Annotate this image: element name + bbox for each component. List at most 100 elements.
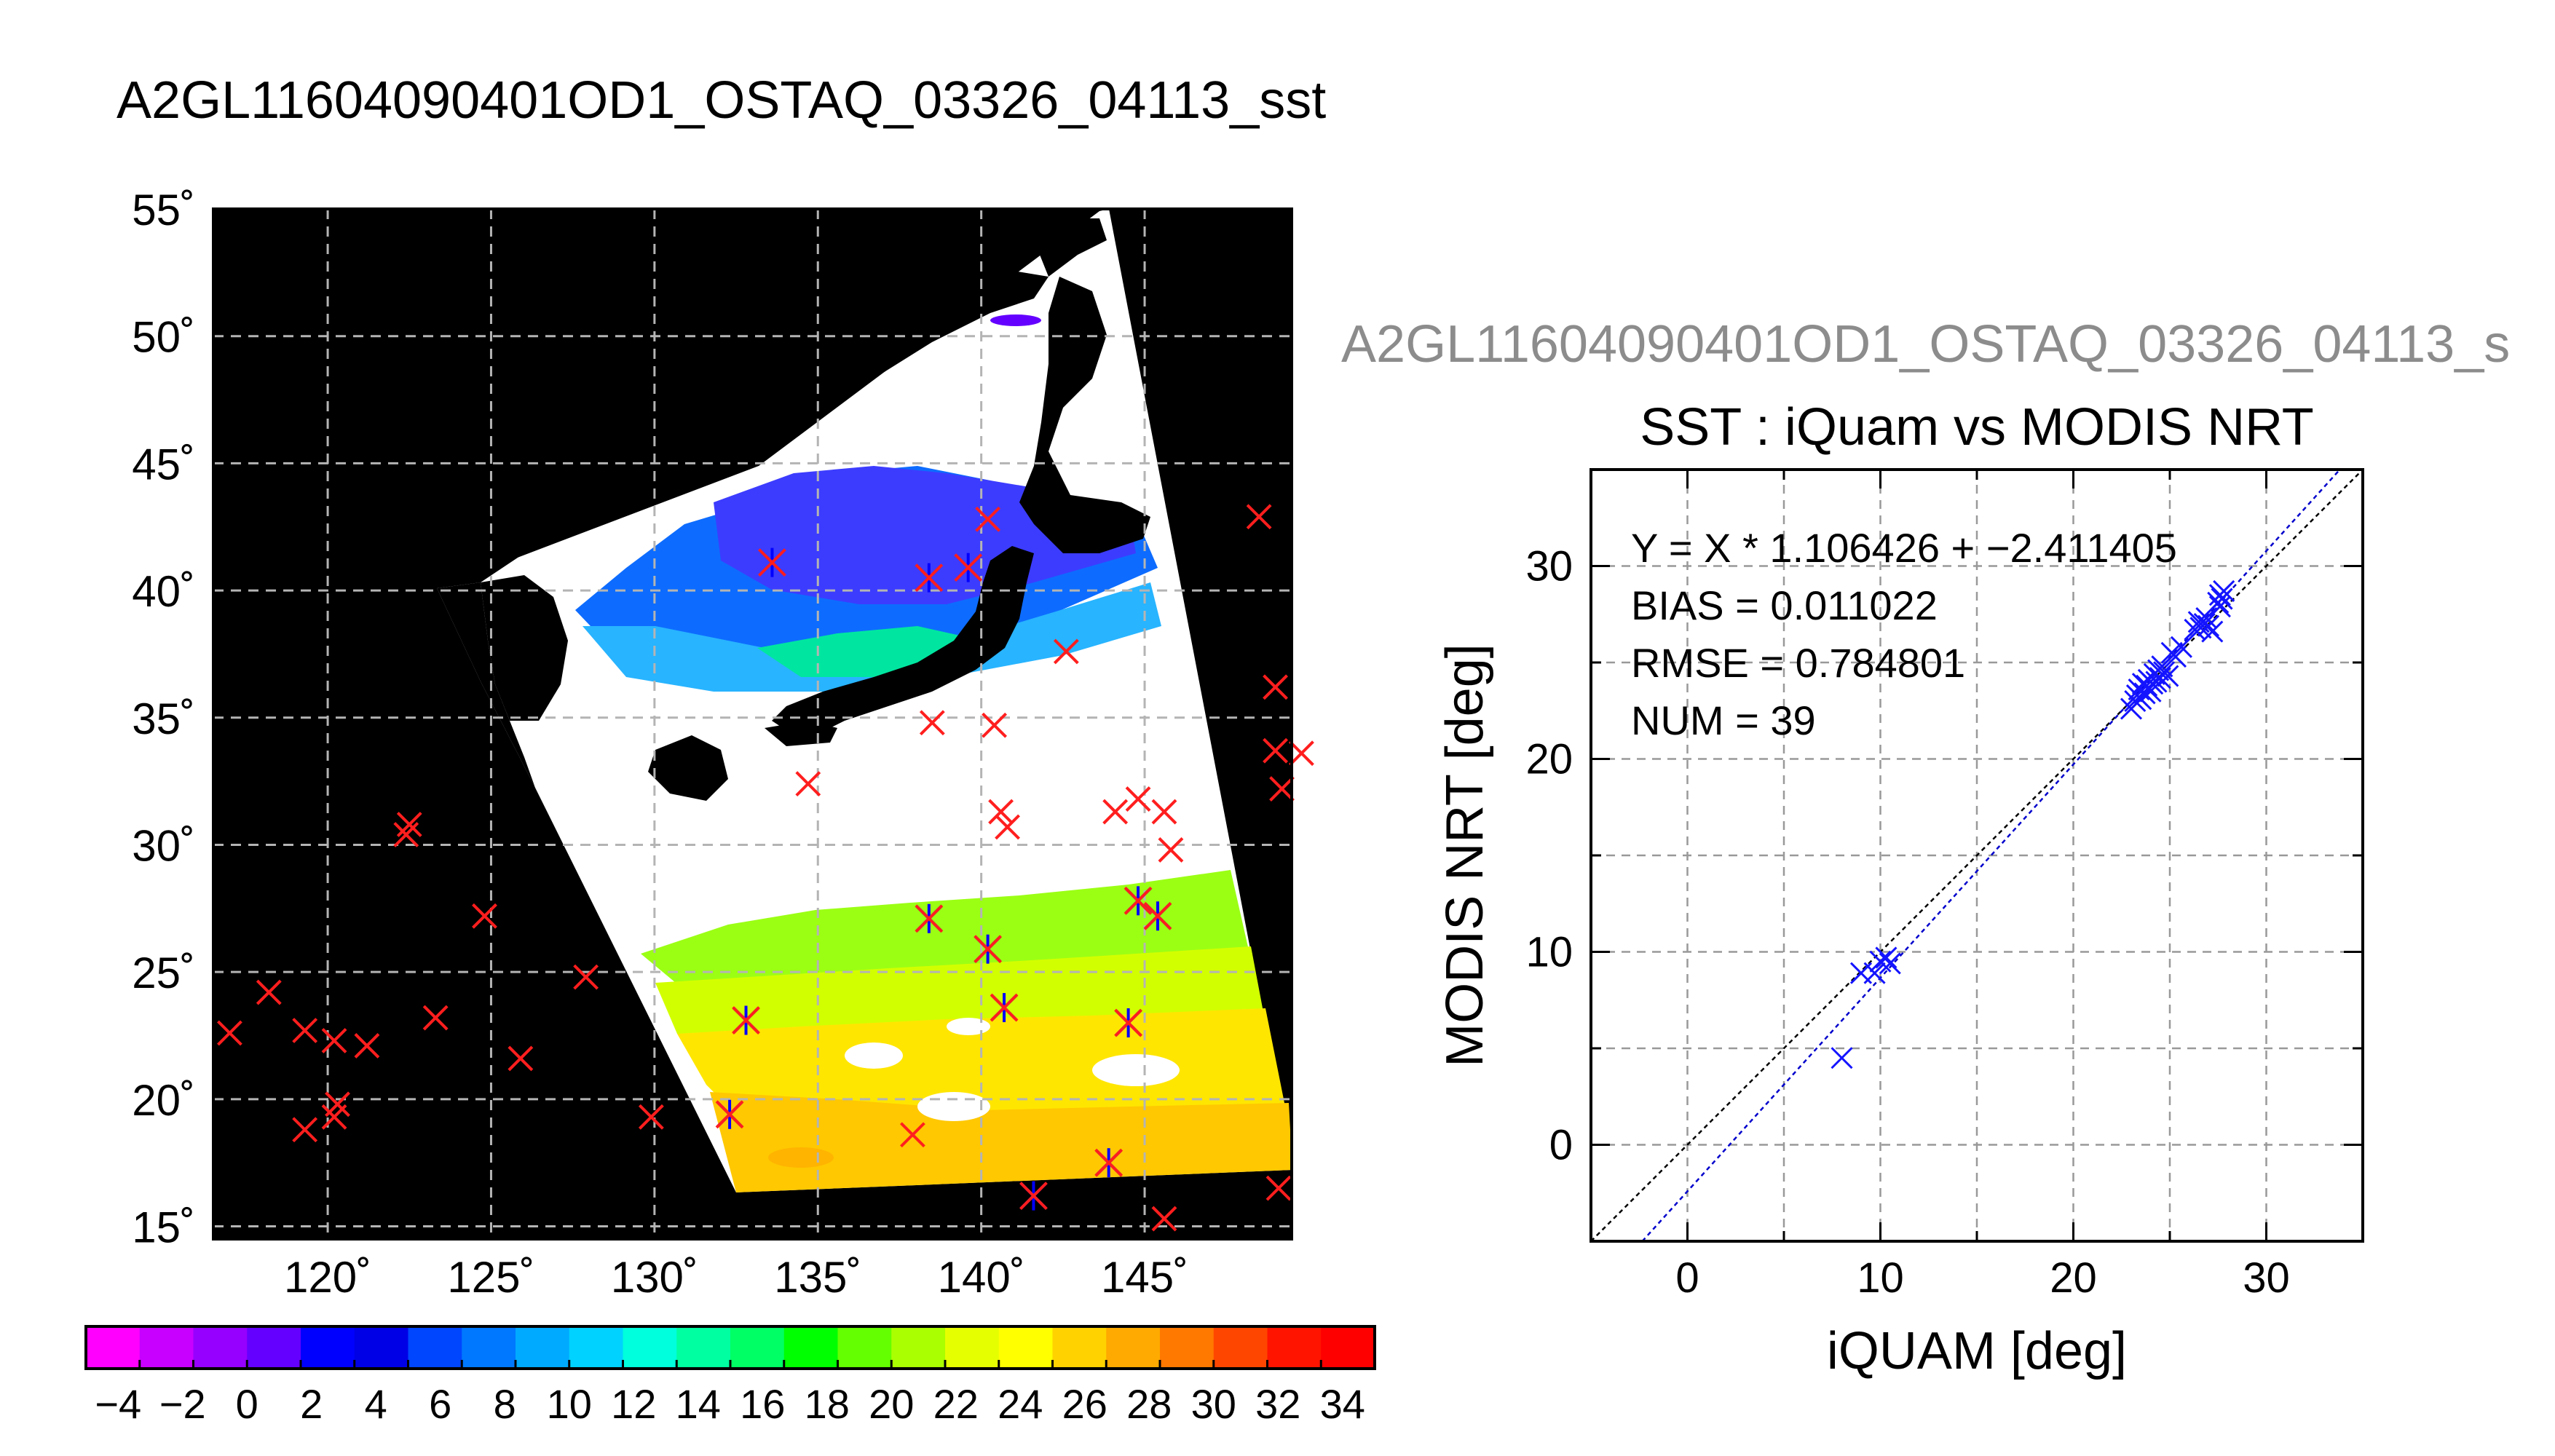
map-unmatched-markers — [217, 504, 1314, 1232]
sst-region-south-orange — [710, 1092, 1292, 1192]
cloud-patch — [947, 1018, 990, 1035]
map-unmatched-marker — [292, 1018, 318, 1043]
colorbar-segment — [462, 1326, 516, 1369]
colorbar-segment — [569, 1326, 623, 1369]
colorbar-segment — [730, 1326, 785, 1369]
colorbar-segment — [354, 1326, 408, 1369]
map-matched-marker — [1019, 1181, 1048, 1211]
scatter-point — [1875, 946, 1898, 969]
colorbar-tick-label: 34 — [1320, 1381, 1365, 1427]
scatter-x-tick-label: 10 — [1857, 1254, 1904, 1302]
colorbar-segment — [783, 1326, 838, 1369]
map-unmatched-marker — [982, 712, 1008, 738]
map-grid — [213, 207, 1292, 1239]
sst-region-south-yellow — [677, 1008, 1285, 1121]
scatter-subtitle: A2GL11604090401OD1_OSTAQ_03326_04113_s — [1341, 315, 2510, 373]
map-unmatched-marker — [472, 903, 497, 929]
map-unmatched-marker — [1102, 799, 1129, 825]
colorbar-segment — [516, 1326, 570, 1369]
colorbar-tick-label: 14 — [676, 1381, 721, 1427]
colorbar-segment — [1160, 1326, 1215, 1369]
map-unmatched-marker — [354, 1033, 380, 1059]
map-lat-tick-label: 15˚ — [132, 1203, 195, 1252]
stats-num: NUM = 39 — [1631, 697, 1816, 743]
colorbar-tick-label: 10 — [547, 1381, 592, 1427]
colorbar-segment — [998, 1326, 1053, 1369]
map-plot — [212, 207, 1314, 1241]
scatter-point — [1831, 1047, 1853, 1069]
colorbar-tick-label: 8 — [494, 1381, 516, 1427]
scatter-point — [2139, 680, 2162, 703]
map-unmatched-marker — [1246, 504, 1272, 530]
scatter-y-labels: 0 10 20 30 — [1525, 543, 1573, 1169]
scatter-point — [1869, 950, 1892, 973]
colorbar-segment — [676, 1326, 731, 1369]
scatter-point — [2213, 579, 2235, 603]
colorbar-segment — [1213, 1326, 1268, 1369]
map-matched-marker — [1124, 886, 1153, 916]
scatter-point — [2201, 620, 2224, 643]
colorbar-segment — [1052, 1326, 1107, 1369]
map-unmatched-marker — [321, 1104, 347, 1130]
colorbar-tick-label: 6 — [429, 1381, 451, 1427]
scatter-x-labels: 0 10 20 30 — [1675, 1254, 2289, 1302]
map-matched-markers — [715, 547, 1172, 1211]
map-matched-marker — [954, 553, 983, 582]
land-honshu — [772, 546, 1034, 735]
scatter-point — [2164, 645, 2187, 668]
map-matched-marker — [1143, 901, 1172, 931]
map-lat-tick-label: 30˚ — [132, 821, 195, 870]
map-lat-tick-label: 25˚ — [132, 949, 195, 997]
land-asia-mainland — [437, 269, 1049, 588]
land-china-east-coast — [437, 582, 535, 788]
scatter-frame — [1590, 468, 2364, 1243]
scatter-grid — [1591, 470, 2363, 1241]
map-lat-tick-label: 40˚ — [132, 567, 195, 616]
colorbar-tick-label: 20 — [869, 1381, 914, 1427]
scatter-x-tick-label: 0 — [1675, 1254, 1699, 1302]
map-lon-tick-label: 135˚ — [774, 1253, 861, 1302]
scatter-y-tick-label: 0 — [1549, 1122, 1573, 1169]
colorbar-segment — [1267, 1326, 1322, 1369]
colorbar-tick-label: 30 — [1191, 1381, 1236, 1427]
map-matched-marker — [915, 563, 944, 593]
colorbar — [84, 1325, 1376, 1370]
map-unmatched-marker — [292, 1117, 318, 1143]
map-title: A2GL11604090401OD1_OSTAQ_03326_04113_sst — [117, 71, 1326, 130]
map-unmatched-marker — [795, 771, 821, 797]
stats-rmse: RMSE = 0.784801 — [1631, 640, 1965, 686]
map-unmatched-marker — [1158, 837, 1184, 863]
map-matched-marker — [1114, 1008, 1143, 1038]
scatter-point — [2124, 689, 2147, 713]
colorbar-tick-label: −2 — [159, 1381, 206, 1427]
scatter-point — [1879, 952, 1901, 975]
map-matched-marker — [715, 1099, 744, 1129]
land-korea — [481, 575, 568, 721]
land-kyushu-shikoku — [648, 721, 837, 801]
colorbar-segment — [247, 1326, 301, 1369]
map-unmatched-marker — [1263, 737, 1288, 764]
map-lat-tick-label: 20˚ — [132, 1076, 195, 1125]
map-lon-tick-label: 145˚ — [1101, 1253, 1188, 1302]
land-sakhalin-hokkaido — [1019, 277, 1150, 553]
scatter-point — [2197, 614, 2220, 637]
scatter-y-tick-label: 20 — [1525, 736, 1573, 783]
scatter-point — [1863, 962, 1886, 984]
map-lat-tick-label: 45˚ — [132, 440, 195, 488]
colorbar-tick-label: 26 — [1062, 1381, 1107, 1427]
scatter-point — [2125, 684, 2149, 707]
map-unmatched-marker — [393, 822, 419, 847]
scatter-points — [1831, 579, 2235, 1069]
map-lat-tick-label: 35˚ — [132, 695, 195, 743]
stats-bias: BIAS = 0.011022 — [1631, 582, 1938, 628]
map-unmatched-marker — [899, 1122, 925, 1148]
colorbar-segment — [1106, 1326, 1161, 1369]
cloud-patch — [768, 1147, 834, 1168]
map-unmatched-marker — [217, 1020, 242, 1046]
scatter-x-tick-label: 30 — [2243, 1254, 2290, 1302]
map-unmatched-marker — [1269, 776, 1295, 802]
scatter-title: SST : iQuam vs MODIS NRT — [1640, 398, 2314, 456]
map-unmatched-marker — [1289, 740, 1314, 767]
colorbar-segment — [408, 1326, 462, 1369]
